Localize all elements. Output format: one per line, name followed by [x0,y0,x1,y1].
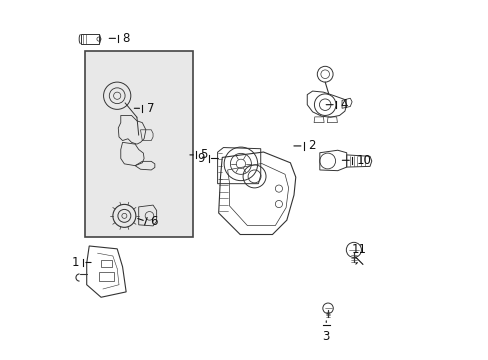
Text: 7: 7 [146,102,154,115]
Bar [99,272,113,281]
Text: 4: 4 [340,98,347,111]
Text: 1: 1 [71,256,79,269]
Bar [85,51,192,237]
Text: 2: 2 [307,139,315,152]
Text: 3: 3 [322,329,329,343]
Text: 5: 5 [200,148,207,161]
Text: 6: 6 [150,215,157,228]
Text: 11: 11 [351,243,366,256]
Text: 8: 8 [122,32,130,45]
Text: 10: 10 [356,154,370,167]
Bar [101,260,112,267]
Text: 9: 9 [197,152,204,165]
